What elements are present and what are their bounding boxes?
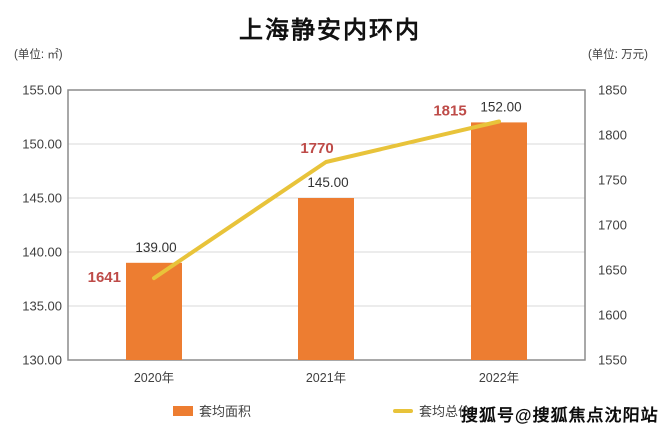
left-axis-unit-label: (单位: ㎡) <box>14 49 63 61</box>
line-value-label: 1815 <box>433 103 466 120</box>
right-axis-tick: 1750 <box>598 173 627 188</box>
right-axis-tick: 1700 <box>598 218 627 233</box>
line-value-label: 1641 <box>88 269 121 286</box>
legend-label-area: 套均面积 <box>199 404 252 419</box>
legend-item-price: 套均总价 <box>393 401 471 420</box>
line-series-swatch-icon <box>393 408 413 413</box>
right-axis-tick: 1550 <box>598 353 627 368</box>
bar-2021年 <box>298 198 354 360</box>
right-axis-unit-label: (单位: 万元) <box>587 49 648 61</box>
combo-chart-plot: 139.00 145.00 152.00 1641 1770 1815 155.00 150.… <box>22 83 627 386</box>
left-axis-tick: 155.00 <box>22 83 62 98</box>
chart-title: 上海静安内环内 <box>239 17 421 44</box>
left-axis-tick: 130.00 <box>22 353 62 368</box>
left-axis-tick: 135.00 <box>22 299 62 314</box>
bar-value-label: 145.00 <box>307 175 348 190</box>
left-axis-tick: 140.00 <box>22 245 62 260</box>
left-axis-tick: 150.00 <box>22 137 62 152</box>
right-axis-tick: 1650 <box>598 263 627 278</box>
line-value-label: 1770 <box>300 140 333 157</box>
chart-legend: 套均面积 套均总价 <box>0 399 660 425</box>
right-axis-tick: 1800 <box>598 128 627 143</box>
left-axis-tick: 145.00 <box>22 191 62 206</box>
right-axis-tick: 1850 <box>598 83 627 98</box>
bar-value-label: 152.00 <box>480 99 521 114</box>
x-axis-label: 2020年 <box>134 371 174 385</box>
x-axis-label: 2022年 <box>479 371 519 385</box>
bar-value-label: 139.00 <box>135 240 176 255</box>
bar-2022年 <box>471 122 527 361</box>
price-line <box>152 119 501 281</box>
legend-item-area: 套均面积 <box>173 401 251 420</box>
x-axis-label: 2021年 <box>306 371 346 385</box>
legend-label-price: 套均总价 <box>419 404 472 419</box>
right-axis-tick: 1600 <box>598 308 627 323</box>
watermark: 搜狐号@搜狐焦点沈阳站 <box>461 406 660 425</box>
bar-series-swatch-icon <box>173 405 193 416</box>
